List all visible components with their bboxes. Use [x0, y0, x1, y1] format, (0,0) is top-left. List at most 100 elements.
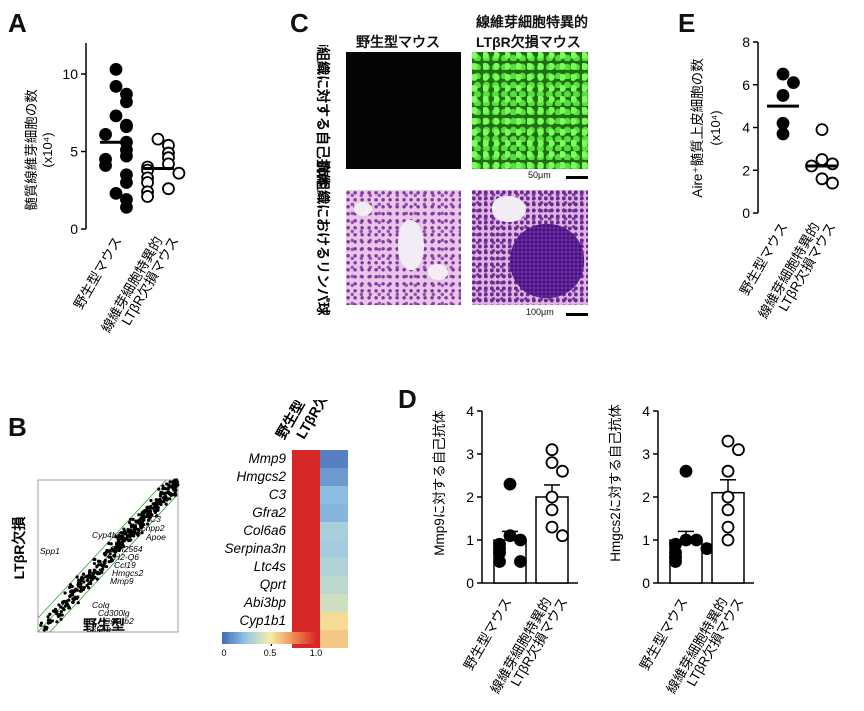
panel-label-c: C [290, 8, 309, 38]
scatter-gene-point [68, 585, 72, 590]
scatter-gene-point [63, 591, 67, 595]
heatmap-gene-label-cyp1b1: Cyp1b1 [239, 613, 286, 628]
scatter-gene-point [120, 537, 124, 541]
scatter-gene-point [92, 561, 97, 566]
scatter-gene-point [69, 583, 73, 587]
scatter-gene-label-gm2564: Gm2564 [110, 544, 143, 554]
scatter-gene-point [76, 601, 80, 605]
scatter-gene-point [169, 492, 173, 496]
scatter-gene-point [151, 506, 155, 510]
d-mmp9-point [545, 456, 559, 469]
panel-a-point [99, 159, 112, 172]
scatter-gene-point [104, 564, 109, 569]
scatter-gene-point [62, 608, 66, 612]
panel-d-mmp9-ylabel: Mmp9に対する自己抗体 [432, 410, 447, 556]
panel-label-b: B [8, 412, 27, 442]
heatmap-cell [320, 594, 348, 612]
scatter-gene-point [148, 514, 152, 518]
scatter-gene-label-colq: Colq [92, 600, 110, 610]
scatter-gene-label-apoe: Apoe [145, 532, 166, 542]
scatter-gene-point [157, 487, 161, 491]
panel-e-point [826, 176, 839, 190]
colorbar-segment [250, 632, 254, 644]
d-hmgcs2-point [690, 533, 703, 547]
scatter-gene-point [112, 549, 116, 553]
scatter-gene-point [164, 502, 168, 506]
scatter-gene-point [70, 589, 74, 593]
scatter-gene-point [92, 568, 96, 572]
colorbar-segment [248, 632, 251, 644]
colorbar-segment [277, 632, 280, 644]
panel-label-a: A [8, 8, 27, 38]
heatmap-cell [320, 522, 348, 540]
panel-e-ylabel: Aire⁺髄質上皮細胞の数 [690, 58, 705, 198]
panel-e-tick-label: 4 [742, 120, 750, 136]
heatmap-cell [320, 450, 348, 468]
colorbar-segment [274, 632, 278, 644]
colorbar-segment [238, 632, 242, 644]
scatter-gene-point [102, 560, 106, 564]
panel-e-tick-label: 2 [742, 162, 750, 178]
d-hmgcs2-point [721, 490, 735, 504]
scatter-gene-point [64, 601, 69, 605]
heatmap-gene-label-c3: C3 [269, 487, 287, 502]
panel-a-ylabel: 髄質線維芽細胞の数 [24, 89, 39, 211]
colorbar-segment [298, 632, 302, 644]
colorbar-segment [270, 632, 273, 644]
d-hmgcs2-point [721, 464, 735, 478]
colorbar-tick-mid: 0.5 [264, 648, 277, 658]
scatter-gene-point [131, 517, 135, 522]
scatter-gene-point [75, 575, 79, 579]
panel-c-row-label-2: 肺組織におけるリンパ球浸潤 [315, 162, 331, 315]
d-hmgcs2-tick-label: 3 [642, 446, 650, 462]
d-mmp9-point [545, 443, 559, 457]
colorbar-tick-max: 1.0 [310, 648, 323, 658]
scatter-gene-label-h2-q6: H2-Q6 [114, 552, 139, 562]
d-hmgcs2-point [721, 503, 735, 517]
heatmap-gene-label-ltc4s: Ltc4s [254, 559, 287, 574]
heatmap-cell [320, 540, 348, 558]
panel-a-point [120, 120, 133, 134]
colorbar-segment [279, 632, 283, 644]
panel-e-point [776, 89, 790, 102]
scatter-gene-point [148, 509, 153, 513]
scatter-gene-point [176, 483, 180, 487]
colorbar-segment [262, 632, 266, 644]
scatter-gene-point [136, 533, 140, 537]
scatter-gene-point [143, 509, 147, 513]
d-hmgcs2-tick-label: 1 [642, 532, 650, 548]
panel-a-point [172, 166, 186, 180]
scatter-gene-point [167, 483, 171, 487]
scatter-gene-point [71, 600, 75, 604]
d-hmgcs2-point [721, 434, 735, 448]
panel-a-point [120, 200, 133, 214]
scatter-gene-point [156, 498, 160, 502]
scatter-gene-label-ccl19: Ccl19 [114, 560, 136, 570]
panel-a-tick-label: 10 [62, 66, 78, 82]
scatter-gene-label-enpp2: Enpp2 [140, 523, 165, 533]
scatter-gene-point [117, 548, 121, 553]
scatter-gene-point [134, 519, 138, 523]
heatmap-cell [320, 612, 348, 630]
d-hmgcs2-tick-label: 4 [642, 403, 650, 419]
colorbar-segment [226, 632, 230, 644]
heatmap-cell [292, 468, 320, 486]
scatter-gene-point [79, 585, 83, 589]
scatter-gene-point [50, 619, 55, 623]
scatter-gene-point [127, 538, 131, 543]
scatter-gene-point [57, 613, 61, 617]
panel-b-scatter-xlabel: 野生型 [83, 617, 125, 633]
scatter-gene-point [126, 527, 130, 532]
colorbar-segment [246, 632, 249, 644]
scatter-gene-point [91, 577, 95, 581]
panel-d-hmgcs2-ylabel: Hmgcs2に対する自己抗体 [608, 404, 623, 562]
scatter-gene-point [116, 536, 120, 540]
colorbar-segment [301, 632, 304, 644]
scatter-gene-point [73, 589, 77, 593]
scatter-gene-point [110, 547, 114, 551]
scatter-gene-label-cd300lg: Cd300lg [98, 608, 130, 618]
scatter-gene-point [108, 549, 112, 553]
scatter-gene-point [75, 588, 79, 592]
scatter-gene-point [165, 498, 169, 502]
